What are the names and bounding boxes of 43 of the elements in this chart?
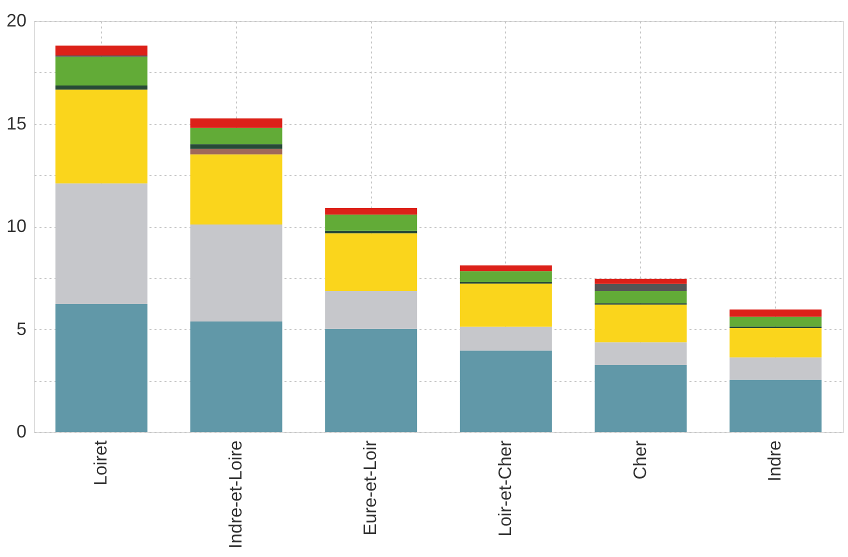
y-tick-label: 10 [6,216,26,236]
bar [594,365,687,432]
y-tick-label: 15 [6,113,26,134]
bar [730,310,822,317]
x-tick-label: Cher [630,440,650,480]
y-tick-label: 20 [6,10,26,30]
bar [594,278,687,284]
x-tick-label: Loiret [90,440,110,486]
bar [325,291,418,329]
bar [594,291,687,304]
bar [730,380,822,432]
x-tick-label: Indre [764,440,785,482]
bar [190,128,282,144]
y-tick-label: 5 [16,318,26,339]
x-tick-label: Loir-et-Cher [494,440,515,537]
x-tick-label: Indre-et-Loire [225,440,246,549]
bar [460,350,552,432]
bar [730,328,822,358]
bar [460,265,552,272]
bar [190,154,282,224]
bar [55,56,148,86]
bar [730,357,822,380]
bar [190,148,282,154]
bar [55,304,148,432]
bar [594,284,687,292]
bar [460,284,552,327]
bar [190,321,282,432]
bar [325,214,418,231]
x-tick-label: Eure-et-Loir [360,440,380,536]
bar [190,144,282,149]
bar [594,342,687,366]
bar [325,233,418,292]
bar [325,328,418,432]
y-tick-label: 0 [16,422,26,442]
bar [594,304,687,342]
bar [55,90,148,184]
bar [190,118,282,128]
bar [325,230,418,234]
bar [460,271,552,282]
bar [325,208,418,215]
bar [730,316,822,327]
bar [55,46,148,56]
bar [55,86,148,90]
